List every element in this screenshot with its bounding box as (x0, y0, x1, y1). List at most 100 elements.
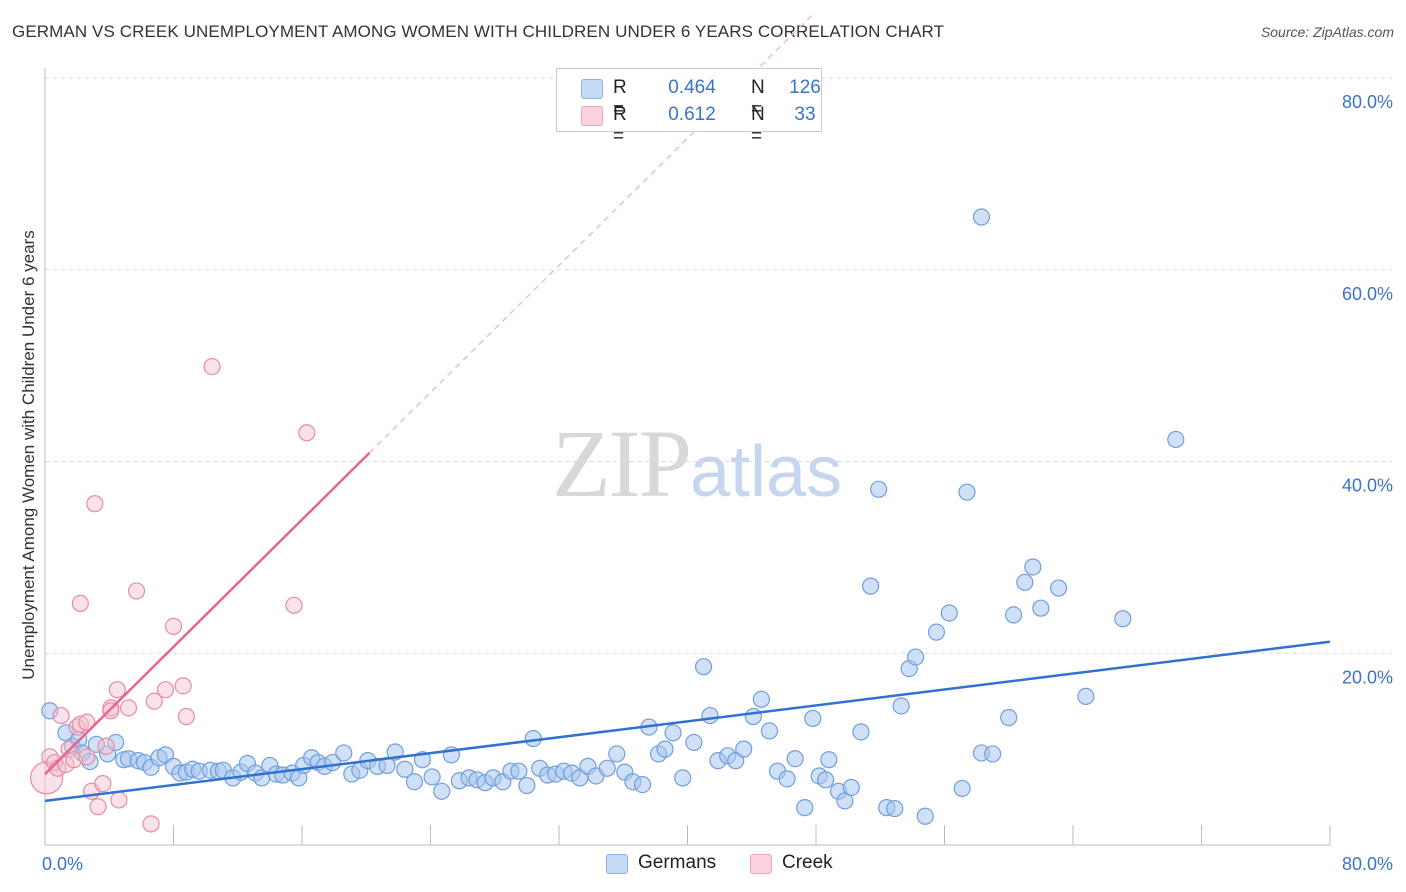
german-point (423, 768, 441, 786)
legend-r-label: R = (613, 77, 627, 120)
german-points (41, 208, 1185, 825)
german-point (862, 577, 880, 595)
legend-n-label: N = (751, 104, 765, 147)
legend-n-label: N = (751, 77, 765, 120)
creek-point (156, 681, 175, 699)
german-point (701, 706, 719, 725)
creek-point (142, 815, 160, 833)
german-point (510, 762, 528, 780)
creek-point (177, 707, 195, 726)
y-tick-label: 60.0% (1342, 284, 1393, 304)
germans-trend-line (44, 640, 1331, 803)
german-point (396, 760, 414, 778)
creek-point (94, 775, 112, 793)
creek-point (68, 718, 86, 736)
german-point (433, 782, 451, 800)
german-point (1049, 579, 1068, 597)
creek-point (89, 798, 107, 816)
y-tick-label: 80.0% (1342, 92, 1393, 112)
creek-point (298, 424, 316, 442)
correlation-legend: R = 0.464 N = 126 R = 0.612 N = 33 (556, 68, 822, 147)
german-point (694, 658, 713, 676)
german-point (656, 740, 674, 758)
x-tick-label: 80.0% (1342, 854, 1393, 874)
german-point (817, 771, 835, 789)
creek-point (110, 791, 128, 809)
german-point (752, 690, 770, 708)
creek-point (203, 357, 221, 376)
german-point (1016, 573, 1034, 591)
legend-n-value: 126 (789, 77, 821, 98)
legend-n-value: 33 (794, 104, 816, 125)
legend-swatch-creek (581, 106, 603, 126)
creek-point (71, 594, 89, 612)
creek-point (78, 713, 96, 731)
creek-point (86, 495, 104, 513)
german-point (1024, 558, 1042, 576)
creek-points (30, 357, 316, 833)
german-point (735, 740, 753, 758)
creek-trend-line (44, 451, 371, 775)
german-point (107, 733, 125, 752)
trend-lines (44, 15, 1331, 803)
creek-point (97, 737, 115, 755)
creek-point (108, 681, 126, 699)
creek-point (174, 677, 192, 695)
german-point (1000, 708, 1018, 727)
german-point (870, 480, 888, 498)
german-point (41, 702, 59, 720)
german-point (906, 648, 925, 666)
german-point (1114, 610, 1132, 628)
creek-point (102, 702, 120, 720)
german-point (760, 722, 779, 740)
zipatlas-watermark: ZIPatlas (552, 408, 842, 519)
german-point (1032, 599, 1050, 617)
german-point (685, 733, 703, 752)
german-point (1167, 430, 1185, 449)
creek-point (71, 715, 89, 733)
legend-r-value: 0.464 (668, 77, 716, 98)
german-point (633, 775, 652, 794)
bottom-legend-swatch-germans (606, 854, 628, 874)
german-point (804, 709, 822, 728)
german-point (842, 778, 860, 797)
german-point (940, 604, 958, 622)
german-point (744, 707, 762, 726)
german-point (820, 751, 838, 769)
watermark-zip: ZIP (552, 410, 692, 517)
creek-point (78, 748, 96, 766)
german-point (958, 483, 976, 501)
x-tick-label: 0.0% (42, 854, 83, 874)
grid-lines (45, 77, 1392, 654)
watermark-atlas: atlas (690, 432, 843, 512)
creek-point (127, 582, 146, 600)
legend-r-label: R = (613, 104, 627, 147)
creek-point (119, 699, 138, 717)
german-point (786, 750, 804, 768)
german-point (886, 799, 904, 818)
german-point (778, 770, 796, 788)
german-point (892, 697, 910, 715)
y-axis-title: Unemployment Among Women with Children U… (19, 230, 38, 679)
legend-swatch-germans (581, 79, 603, 99)
german-point (852, 723, 870, 741)
german-point (1004, 606, 1023, 624)
y-tick-label: 20.0% (1342, 667, 1393, 687)
bottom-legend-swatch-creek (750, 854, 772, 874)
axes (44, 68, 1331, 846)
german-point (796, 799, 814, 817)
bottom-legend-label: Creek (782, 852, 833, 873)
german-point (598, 759, 616, 777)
german-point (916, 807, 934, 825)
german-point (608, 745, 626, 763)
y-tick-label: 40.0% (1342, 476, 1393, 496)
legend-r-value: 0.612 (668, 104, 716, 125)
german-point (405, 773, 424, 791)
creek-point (52, 706, 70, 725)
german-point (674, 769, 692, 787)
german-point (927, 623, 946, 641)
source-label: Source: ZipAtlas.com (1260, 24, 1394, 40)
german-point (335, 744, 353, 762)
tick-labels: 20.0% 40.0% 60.0% 80.0% 0.0% 80.0% (42, 92, 1393, 874)
